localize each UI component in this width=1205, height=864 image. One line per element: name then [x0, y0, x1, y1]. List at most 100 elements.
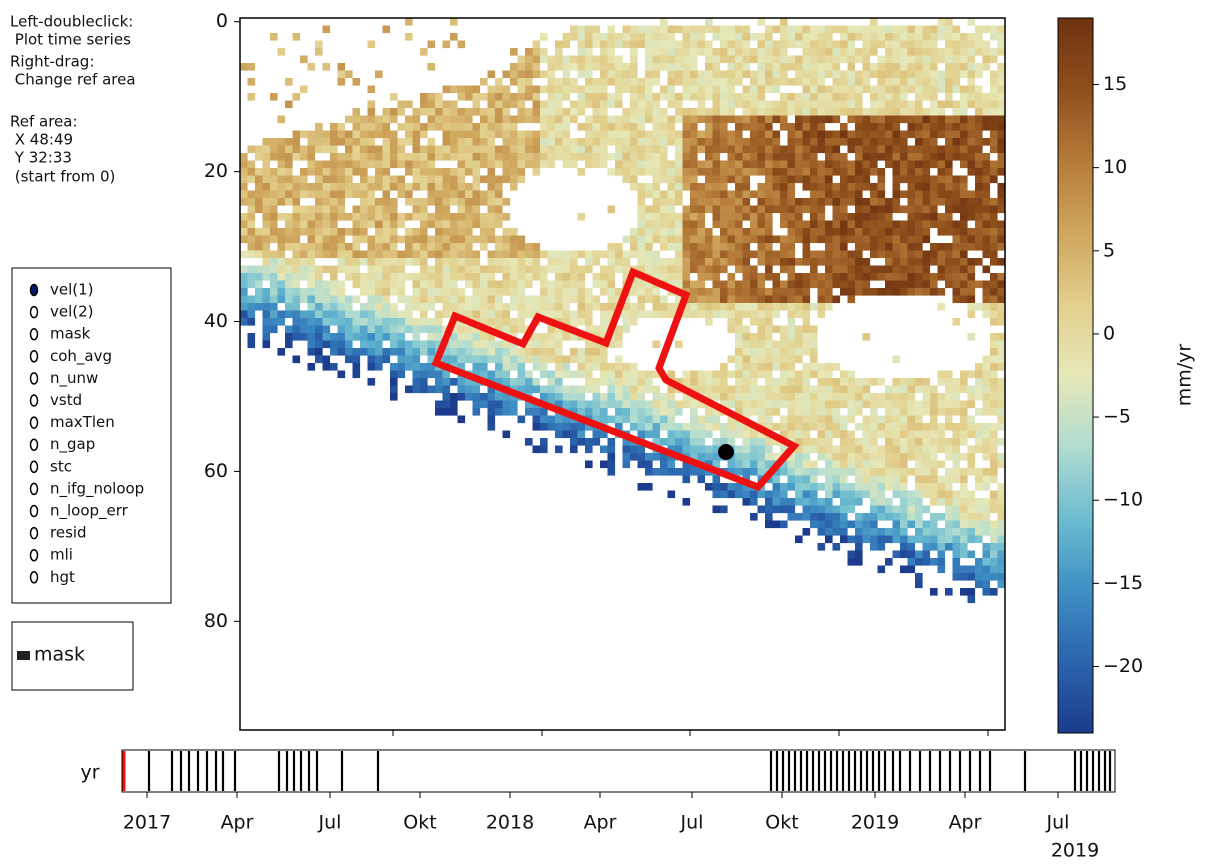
- pixel: [735, 198, 743, 206]
- pixel: [630, 251, 638, 259]
- pixel: [338, 371, 346, 379]
- pixel: [728, 56, 736, 64]
- pixel: [780, 93, 788, 101]
- pixel: [495, 78, 503, 86]
- pixel: [848, 168, 856, 176]
- pixel: [773, 168, 781, 176]
- pixel: [810, 108, 818, 116]
- pixel: [645, 431, 653, 439]
- pixel: [885, 258, 893, 266]
- pixel: [278, 281, 286, 289]
- pixel: [938, 26, 946, 34]
- pixel: [368, 138, 376, 146]
- pixel: [840, 71, 848, 79]
- pixel: [848, 161, 856, 169]
- pixel: [525, 146, 533, 154]
- pixel: [255, 146, 263, 154]
- pixel: [398, 333, 406, 341]
- pixel: [953, 288, 961, 296]
- pixel: [945, 453, 953, 461]
- pixel: [345, 318, 353, 326]
- pixel: [968, 191, 976, 199]
- pixel: [600, 56, 608, 64]
- pixel: [593, 153, 601, 161]
- pixel: [900, 393, 908, 401]
- pixel: [810, 236, 818, 244]
- pixel: [825, 521, 833, 529]
- pixel: [900, 221, 908, 229]
- pixel: [735, 168, 743, 176]
- pixel: [863, 146, 871, 154]
- pixel: [833, 513, 841, 521]
- pixel: [855, 258, 863, 266]
- pixel: [593, 63, 601, 71]
- pixel: [293, 33, 301, 41]
- pixel: [480, 153, 488, 161]
- pixel: [788, 311, 796, 319]
- pixel: [600, 303, 608, 311]
- pixel: [638, 33, 646, 41]
- pixel: [435, 206, 443, 214]
- pixel: [990, 506, 998, 514]
- pixel: [900, 431, 908, 439]
- pixel: [690, 243, 698, 251]
- pixel: [495, 101, 503, 109]
- pixel: [728, 33, 736, 41]
- pixel: [270, 168, 278, 176]
- pixel: [315, 318, 323, 326]
- pixel: [458, 386, 466, 394]
- pixel: [495, 93, 503, 101]
- pixel: [953, 408, 961, 416]
- pixel: [750, 348, 758, 356]
- pixel: [315, 176, 323, 184]
- pixel: [810, 78, 818, 86]
- pixel: [653, 176, 661, 184]
- pixel: [690, 71, 698, 79]
- pixel: [765, 146, 773, 154]
- pixel: [383, 123, 391, 131]
- pixel: [623, 386, 631, 394]
- pixel: [750, 356, 758, 364]
- pixel: [653, 468, 661, 476]
- pixel: [315, 251, 323, 259]
- pixel: [960, 281, 968, 289]
- pixel: [848, 33, 856, 41]
- pixel: [705, 138, 713, 146]
- pixel: [825, 408, 833, 416]
- pixel: [863, 48, 871, 56]
- pixel: [795, 498, 803, 506]
- pixel: [945, 498, 953, 506]
- pixel: [960, 573, 968, 581]
- pixel: [473, 191, 481, 199]
- pixel: [870, 476, 878, 484]
- pixel: [690, 228, 698, 236]
- pixel: [803, 131, 811, 139]
- pixel: [900, 48, 908, 56]
- pixel: [893, 123, 901, 131]
- pixel: [390, 153, 398, 161]
- pixel: [555, 258, 563, 266]
- pixel: [308, 251, 316, 259]
- pixel: [833, 506, 841, 514]
- pixel: [645, 258, 653, 266]
- pixel: [495, 191, 503, 199]
- pixel: [450, 243, 458, 251]
- pixel: [495, 266, 503, 274]
- pixel: [750, 288, 758, 296]
- pixel: [495, 86, 503, 94]
- pixel: [885, 71, 893, 79]
- pixel: [990, 198, 998, 206]
- pixel: [983, 206, 991, 214]
- pixel: [795, 153, 803, 161]
- pixel: [278, 243, 286, 251]
- pixel: [855, 393, 863, 401]
- pixel: [803, 161, 811, 169]
- pixel: [810, 423, 818, 431]
- pixel: [945, 438, 953, 446]
- pixel: [263, 161, 271, 169]
- pixel: [578, 303, 586, 311]
- pixel: [278, 288, 286, 296]
- pixel: [368, 258, 376, 266]
- pixel: [960, 431, 968, 439]
